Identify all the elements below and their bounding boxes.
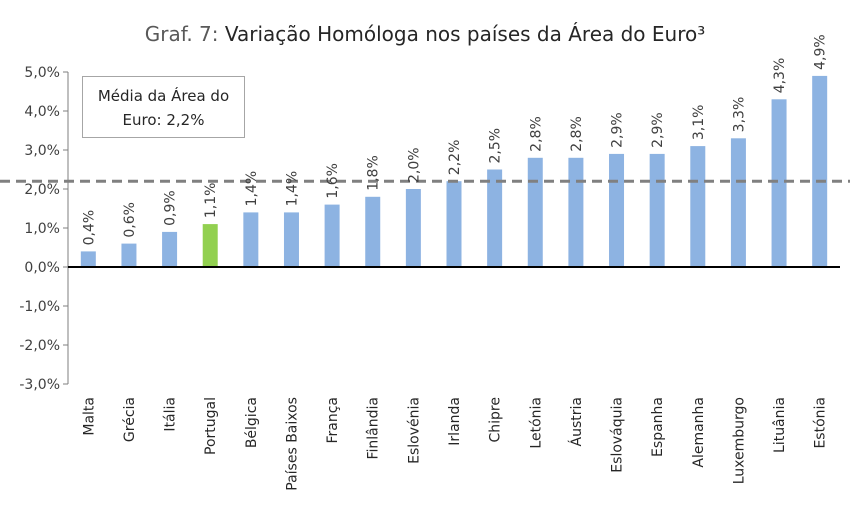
bar — [324, 204, 340, 267]
category-label: Luxemburgo — [731, 397, 747, 484]
category-label: Irlanda — [447, 397, 463, 446]
data-label: 1,4% — [244, 171, 260, 207]
bar — [730, 138, 746, 267]
category-label: Chipre — [488, 397, 504, 443]
average-annotation-line1: Média da Área do — [97, 87, 230, 105]
y-tick-label: 4,0% — [24, 104, 60, 120]
bar — [243, 212, 259, 267]
y-tick-label: 5,0% — [24, 65, 60, 81]
data-label: 0,9% — [163, 190, 179, 226]
chart-title: Graf. 7: Variação Homóloga nos países da… — [0, 22, 850, 46]
category-label: Eslovénia — [406, 397, 422, 464]
data-label: 1,6% — [325, 163, 341, 199]
data-label: 2,9% — [650, 112, 666, 148]
category-label: Áustria — [568, 397, 585, 446]
bar — [162, 231, 178, 267]
bar — [527, 157, 543, 267]
category-label: Itália — [163, 397, 179, 432]
y-tick-label: 1,0% — [24, 221, 60, 237]
category-label: Estónia — [813, 397, 829, 449]
data-label: 2,8% — [569, 116, 585, 152]
data-label: 3,1% — [691, 105, 707, 141]
bar — [121, 243, 137, 267]
data-label: 1,1% — [203, 183, 219, 219]
category-label: Eslováquia — [610, 397, 626, 473]
bar — [405, 189, 421, 267]
category-label: Espanha — [650, 397, 666, 457]
category-label: França — [325, 397, 341, 444]
bar — [487, 169, 503, 267]
category-label: Finlândia — [366, 397, 382, 460]
average-annotation-line2: Euro: 2,2% — [122, 111, 205, 129]
data-label: 0,4% — [81, 210, 97, 246]
y-tick-label: -3,0% — [19, 377, 60, 393]
category-label: Alemanha — [691, 397, 707, 468]
category-label: Bélgica — [244, 397, 260, 448]
bar — [771, 99, 787, 267]
bar — [446, 181, 462, 267]
category-label: Grécia — [122, 397, 138, 442]
bar — [812, 75, 828, 268]
data-label: 1,8% — [366, 155, 382, 191]
data-label: 0,6% — [122, 202, 138, 238]
bar — [649, 153, 665, 267]
y-tick-label: 0,0% — [24, 260, 60, 276]
category-label: Letónia — [528, 397, 544, 449]
data-label: 3,3% — [731, 97, 747, 133]
data-label: 4,3% — [772, 58, 788, 94]
bar — [609, 153, 625, 267]
data-label: 4,9% — [813, 34, 829, 70]
category-label: Lituânia — [772, 397, 788, 453]
chart-title-main: Variação Homóloga nos países da Área do … — [224, 22, 706, 46]
data-label: 2,5% — [488, 128, 504, 164]
bar — [690, 146, 706, 267]
data-label: 2,2% — [447, 140, 463, 176]
data-label: 1,4% — [284, 171, 300, 207]
data-label: 2,9% — [610, 112, 626, 148]
y-tick-label: 3,0% — [24, 143, 60, 159]
y-tick-label: 2,0% — [24, 182, 60, 198]
chart-title-prefix: Graf. 7: — [144, 22, 219, 46]
bar — [80, 251, 96, 267]
bar — [283, 212, 299, 267]
average-annotation-box: Média da Área do Euro: 2,2% — [82, 76, 245, 138]
category-label: Portugal — [203, 397, 219, 455]
y-tick-label: -2,0% — [19, 338, 60, 354]
y-tick-label: -1,0% — [19, 299, 60, 315]
category-label: Países Baixos — [284, 397, 300, 491]
bar — [202, 224, 218, 267]
category-label: Malta — [81, 397, 97, 436]
data-label: 2,8% — [528, 116, 544, 152]
bar — [568, 157, 584, 267]
data-label: 2,0% — [406, 147, 422, 183]
bar — [365, 196, 381, 267]
